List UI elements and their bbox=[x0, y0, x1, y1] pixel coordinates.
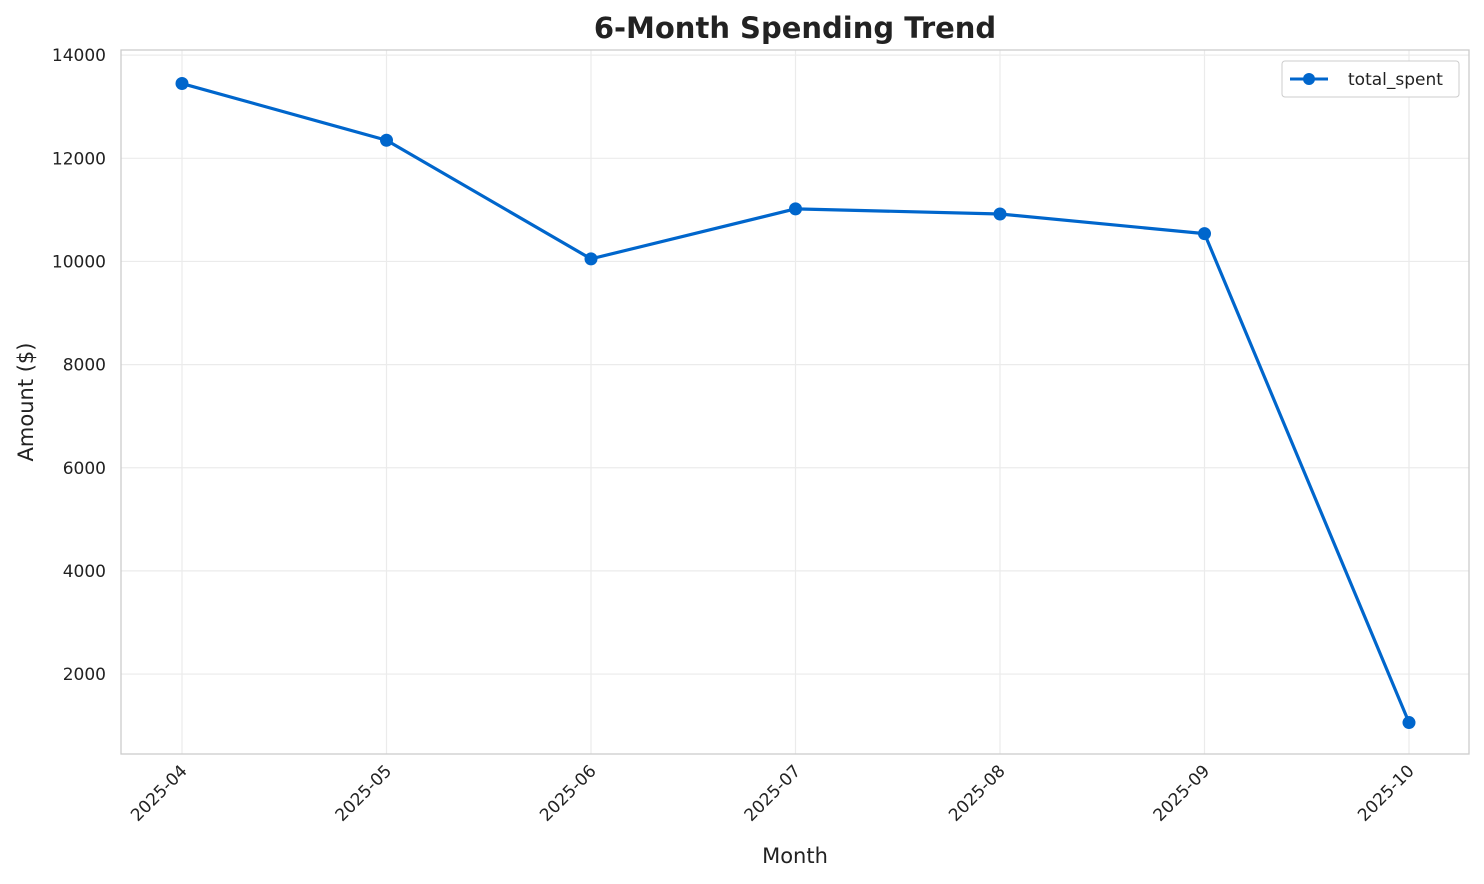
y-tick-label: 6000 bbox=[63, 459, 106, 479]
data-point bbox=[380, 133, 393, 147]
data-point bbox=[584, 252, 598, 266]
data-point bbox=[789, 202, 802, 216]
y-axis-ticks: 2000 4000 6000 8000 10000 12000 14000 bbox=[52, 46, 106, 685]
legend-box bbox=[1281, 60, 1460, 98]
y-axis-label: Amount ($) bbox=[14, 343, 38, 462]
y-tick-label: 14000 bbox=[52, 46, 106, 66]
y-tick-label: 2000 bbox=[63, 665, 106, 685]
data-point bbox=[175, 77, 189, 91]
y-tick-label: 8000 bbox=[63, 356, 106, 376]
series-layer bbox=[175, 77, 1416, 730]
data-point bbox=[993, 207, 1007, 221]
y-tick-label: 4000 bbox=[63, 562, 106, 582]
y-tick-label: 12000 bbox=[52, 149, 106, 169]
y-tick-label: 10000 bbox=[52, 252, 106, 272]
legend: total_spent bbox=[1281, 60, 1460, 98]
x-axis-label: Month bbox=[762, 844, 828, 868]
legend-entry-total-spent: total_spent bbox=[1348, 70, 1443, 90]
chart-title: 6-Month Spending Trend bbox=[594, 11, 996, 45]
data-point bbox=[1198, 227, 1211, 241]
data-point bbox=[1402, 716, 1416, 730]
plot-frame bbox=[120, 49, 1470, 755]
grid bbox=[121, 50, 1469, 754]
legend-marker-swatch bbox=[1303, 73, 1315, 85]
